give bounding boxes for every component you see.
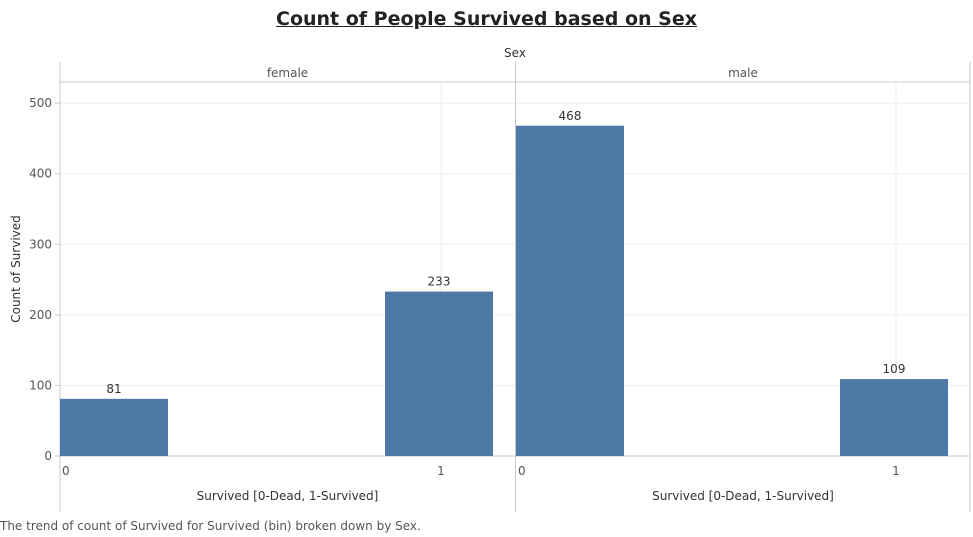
x-tick-label: 1 (892, 464, 900, 478)
data-label: 233 (428, 275, 451, 289)
x-tick-label: 0 (62, 464, 70, 478)
panel-header-male: male (728, 66, 758, 80)
data-label: 109 (883, 362, 906, 376)
x-axis-title: Survived [0-Dead, 1-Survived] (197, 489, 379, 503)
x-axis-title: Survived [0-Dead, 1-Survived] (652, 489, 834, 503)
data-label: 468 (559, 109, 582, 123)
chart-caption: The trend of count of Survived for Survi… (0, 519, 421, 533)
bar-female-0 (60, 398, 168, 456)
bar-female-1 (385, 291, 493, 456)
y-tick-label: 300 (29, 237, 52, 251)
data-label: 81 (106, 382, 121, 396)
x-tick-label: 1 (437, 464, 445, 478)
bar-male-0 (516, 125, 624, 456)
column-header-sex: Sex (504, 46, 526, 60)
y-tick-label: 0 (44, 449, 52, 463)
y-axis-title: Count of Survived (9, 215, 23, 323)
y-tick-label: 500 (29, 96, 52, 110)
chart-title: Count of People Survived based on Sex (276, 8, 697, 30)
y-tick-label: 400 (29, 167, 52, 181)
panel-header-female: female (267, 66, 308, 80)
y-tick-label: 200 (29, 308, 52, 322)
x-tick-label: 0 (518, 464, 526, 478)
y-tick-label: 100 (29, 378, 52, 392)
bar-male-1 (840, 379, 948, 456)
